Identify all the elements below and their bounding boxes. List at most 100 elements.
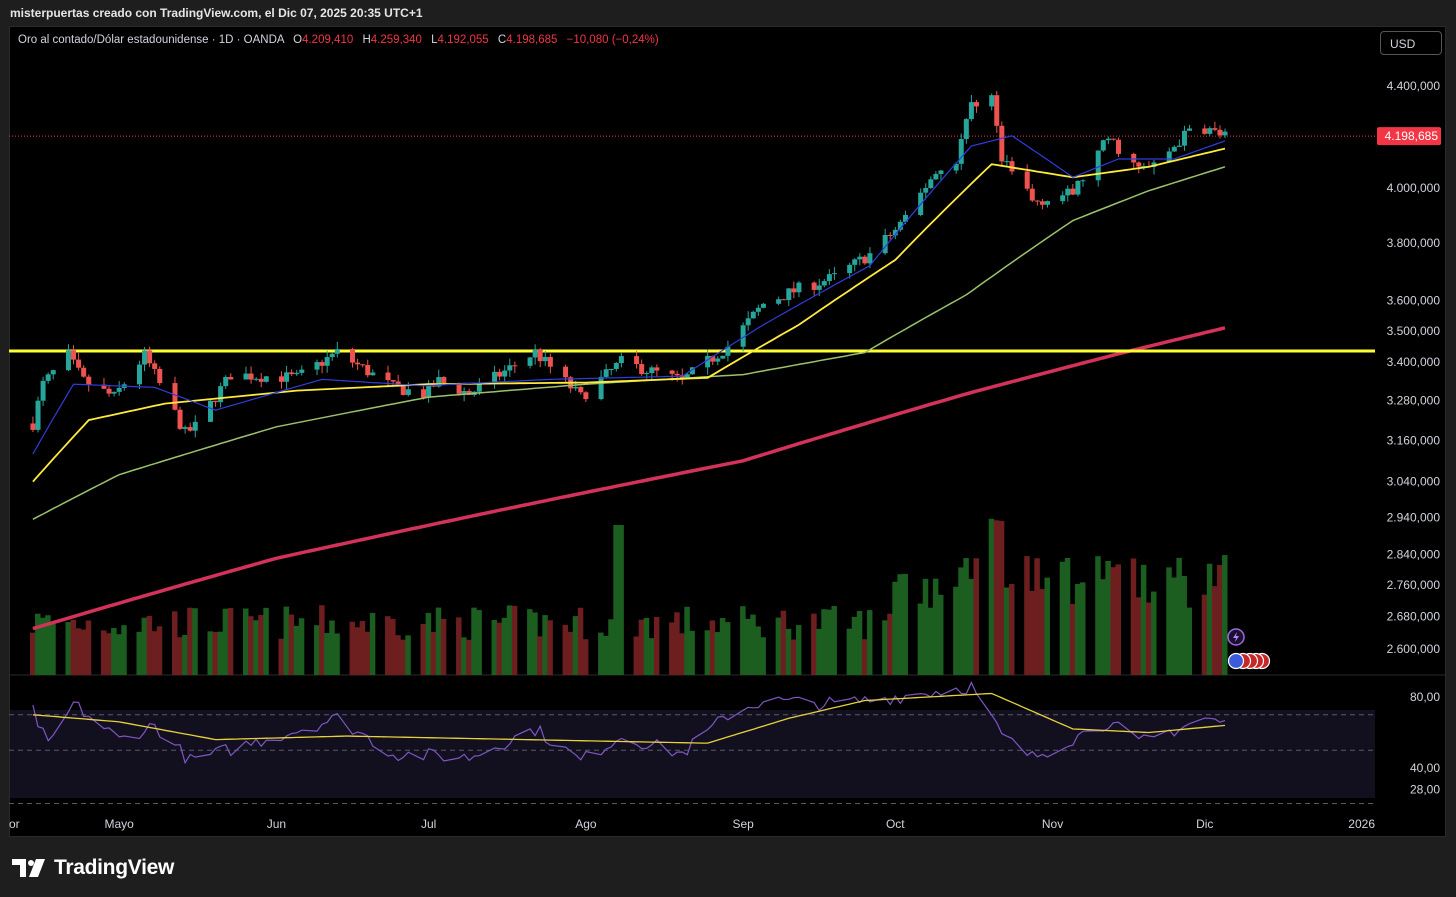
candle[interactable] [902, 214, 908, 222]
candle[interactable] [973, 102, 979, 107]
candle[interactable] [968, 102, 974, 120]
candle[interactable] [436, 377, 442, 387]
candle[interactable] [923, 187, 929, 193]
candle[interactable] [223, 376, 229, 387]
candle[interactable] [101, 384, 107, 389]
candle[interactable] [608, 368, 614, 370]
candle[interactable] [279, 376, 285, 382]
candle[interactable] [106, 388, 112, 394]
candle[interactable] [1034, 200, 1040, 202]
candle[interactable] [547, 356, 553, 367]
candle[interactable] [360, 364, 366, 366]
candle[interactable] [537, 349, 543, 362]
candle[interactable] [314, 362, 320, 370]
candle[interactable] [65, 350, 71, 371]
candle[interactable] [395, 381, 401, 386]
candle[interactable] [40, 380, 46, 401]
candle[interactable] [81, 367, 87, 377]
us-flag-event-icon[interactable] [1227, 652, 1245, 670]
candle[interactable] [958, 139, 964, 164]
candle[interactable] [684, 374, 690, 379]
candle[interactable] [111, 391, 117, 394]
symbol-name[interactable]: Oro al contado/Dólar estadounidense · 1D… [18, 34, 284, 46]
chart-frame[interactable] [9, 26, 1446, 837]
candle[interactable] [142, 350, 148, 365]
candle[interactable] [1009, 161, 1015, 172]
candle[interactable] [573, 386, 579, 389]
candle[interactable] [258, 378, 264, 382]
candle[interactable] [999, 125, 1005, 162]
candle[interactable] [1212, 128, 1218, 130]
candle[interactable] [892, 229, 898, 236]
candle[interactable] [1171, 146, 1177, 152]
candle[interactable] [1070, 188, 1076, 195]
candle[interactable] [192, 421, 198, 431]
candle[interactable] [248, 373, 254, 380]
candle[interactable] [1110, 138, 1116, 140]
candle[interactable] [45, 374, 51, 381]
candle[interactable] [1080, 180, 1086, 182]
candle[interactable] [218, 386, 224, 403]
candle[interactable] [750, 311, 756, 319]
candle[interactable] [760, 303, 766, 308]
candle[interactable] [319, 362, 325, 366]
candle[interactable] [710, 355, 716, 362]
candle[interactable] [847, 264, 853, 274]
candle[interactable] [50, 370, 56, 375]
candle[interactable] [324, 357, 330, 366]
candle[interactable] [294, 372, 300, 375]
candle[interactable] [715, 358, 721, 362]
candle[interactable] [776, 299, 782, 304]
candle[interactable] [1181, 130, 1187, 146]
candle[interactable] [76, 359, 82, 368]
candle[interactable] [1075, 180, 1081, 195]
candle[interactable] [786, 288, 792, 301]
currency-button[interactable]: USD [1380, 31, 1442, 55]
candle[interactable] [466, 390, 472, 395]
candle[interactable] [791, 288, 797, 293]
candle[interactable] [385, 372, 391, 381]
candle[interactable] [811, 282, 817, 290]
candle[interactable] [476, 383, 482, 392]
candle[interactable] [289, 372, 295, 375]
candle[interactable] [157, 368, 163, 384]
candle[interactable] [1176, 145, 1182, 147]
candle[interactable] [725, 346, 731, 356]
candle[interactable] [1105, 138, 1111, 141]
candle[interactable] [502, 370, 508, 377]
candle[interactable] [253, 378, 259, 380]
candle[interactable] [461, 390, 467, 394]
candle[interactable] [1060, 195, 1066, 202]
tradingview-logo[interactable]: TradingView [12, 856, 174, 880]
candle[interactable] [745, 318, 751, 326]
candle[interactable] [329, 353, 335, 358]
candle[interactable] [441, 377, 447, 383]
candle[interactable] [421, 389, 427, 398]
candle[interactable] [542, 356, 548, 362]
candle[interactable] [86, 376, 92, 385]
candle[interactable] [578, 386, 584, 393]
candle[interactable] [512, 365, 518, 367]
candle[interactable] [963, 119, 969, 140]
candle[interactable] [136, 364, 142, 385]
candle[interactable] [598, 376, 604, 400]
candle[interactable] [1024, 171, 1030, 189]
candle[interactable] [613, 363, 619, 369]
candle[interactable] [1217, 129, 1223, 136]
candle[interactable] [644, 373, 650, 375]
candle[interactable] [882, 234, 888, 254]
candle[interactable] [1141, 166, 1147, 168]
candle[interactable] [182, 427, 188, 429]
candle[interactable] [928, 179, 934, 188]
candle[interactable] [720, 355, 726, 359]
candle[interactable] [634, 356, 640, 365]
candle[interactable] [400, 385, 406, 395]
candle[interactable] [1222, 131, 1228, 136]
candle[interactable] [370, 372, 376, 376]
candle[interactable] [603, 369, 609, 377]
candle[interactable] [831, 273, 837, 275]
candle[interactable] [755, 307, 761, 312]
candle[interactable] [654, 367, 660, 371]
candle[interactable] [243, 373, 249, 380]
